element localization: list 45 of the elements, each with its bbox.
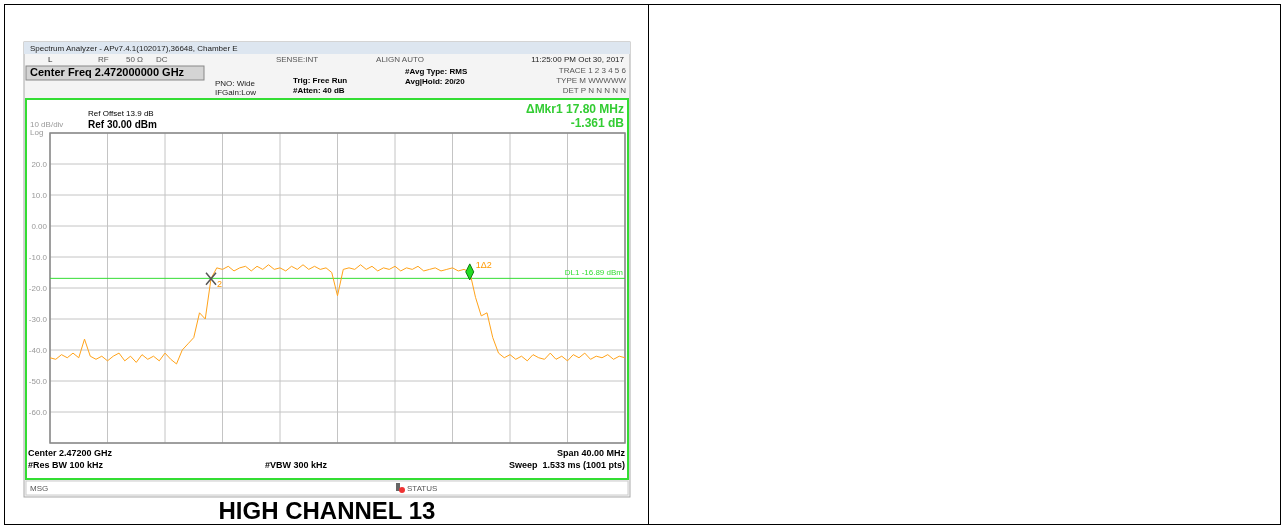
y-tick-label: 20.0 (31, 160, 48, 169)
text: PNO: Wide (215, 79, 256, 88)
line-series (49, 263, 626, 365)
text: Center Freq 2.472000000 GHz (30, 66, 185, 78)
y-tick-label: -20.0 (28, 284, 48, 293)
text: TRACE 1 2 3 4 5 6 (558, 66, 627, 75)
text: Span 40.00 MHz (556, 448, 626, 458)
text: HIGH CHANNEL 13 (218, 497, 436, 524)
annotation: 1Δ2 (475, 259, 492, 270)
text: #Atten: 40 dB (293, 86, 345, 95)
y-tick-label: -10.0 (28, 253, 48, 262)
text: #Avg Type: RMS (405, 67, 468, 76)
text: 10 dB/div (30, 120, 64, 129)
text: DC (156, 55, 168, 64)
text: Log (30, 128, 44, 137)
text: SENSE:INT (275, 55, 319, 64)
y-tick-label: -50.0 (28, 377, 48, 386)
text: Ref Offset 13.9 dB (88, 109, 154, 118)
y-tick-label: -40.0 (28, 346, 48, 355)
y-tick-label: 10.0 (31, 191, 48, 200)
text: ΔMkr1 17.80 MHz (526, 102, 624, 116)
text: TYPE M WWWWW (556, 76, 627, 85)
text: Center 2.47200 GHz (28, 448, 113, 458)
y-tick-label: 0.00 (31, 222, 48, 231)
text: L (48, 55, 53, 64)
text: #Res BW 100 kHz (28, 460, 104, 470)
text: Trig: Free Run (293, 76, 348, 85)
annotation: 2 (217, 278, 223, 289)
text: Avg|Hold: 20/20 (405, 77, 466, 86)
text: MSG (30, 484, 49, 493)
text: #VBW 300 kHz (264, 460, 328, 470)
text: -1.361 dB (570, 116, 625, 130)
text: 11:25:00 PM Oct 30, 2017 (531, 55, 625, 64)
text: Sweep 1.533 ms (1001 pts) (508, 460, 625, 470)
text: IFGain:Low (215, 88, 257, 97)
text: STATUS (407, 484, 438, 493)
text: DET P N N N N N (562, 86, 627, 95)
text: Spectrum Analyzer - APv7.4.1(102017),36648, Chamber E (30, 44, 238, 53)
ref-line-label: DL1 -16.89 dBm (564, 268, 624, 278)
text: RF (98, 55, 109, 64)
text: ALIGN AUTO (376, 55, 424, 64)
y-tick-label: -30.0 (28, 315, 48, 324)
text: 50 Ω (126, 55, 144, 64)
y-tick-label: -60.0 (28, 408, 48, 417)
text: Ref 30.00 dBm (88, 119, 158, 130)
